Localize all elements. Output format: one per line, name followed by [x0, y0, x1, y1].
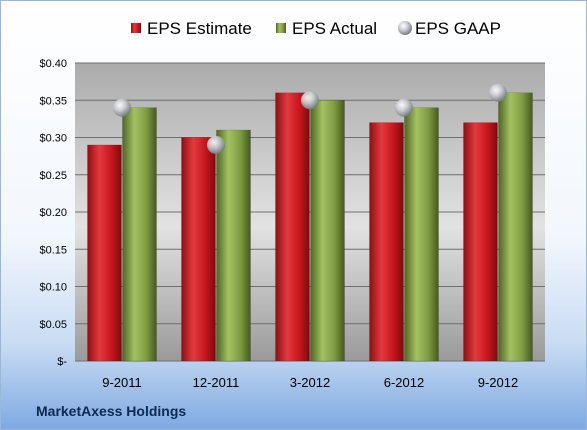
x-tick-label: 12-2011	[193, 375, 240, 390]
bar	[275, 92, 310, 362]
gaap-marker	[489, 83, 507, 102]
legend-swatch	[276, 23, 286, 33]
x-tick-label: 3-2012	[290, 375, 330, 390]
y-tick-label: $0.30	[39, 133, 67, 145]
bar	[216, 129, 251, 362]
y-tick-label: $-	[57, 356, 67, 368]
legend-label: EPS Estimate	[147, 19, 252, 38]
y-tick-label: $0.35	[39, 95, 67, 107]
bar	[498, 92, 533, 362]
legend-swatch	[131, 23, 141, 33]
x-tick-label: 9-2012	[478, 375, 518, 390]
gaap-marker	[207, 135, 225, 154]
bar	[122, 107, 157, 362]
y-tick-label: $0.15	[39, 244, 67, 256]
x-tick-label: 9-2011	[102, 375, 142, 390]
y-tick-label: $0.20	[39, 207, 67, 219]
y-tick-label: $0.05	[39, 319, 67, 331]
company-name: MarketAxess Holdings	[36, 403, 187, 419]
legend-marker	[398, 21, 412, 35]
bar	[369, 122, 404, 362]
bar	[87, 144, 122, 362]
y-tick-label: $0.25	[39, 170, 67, 182]
bar	[310, 100, 345, 362]
gaap-marker	[113, 98, 131, 117]
gaap-marker	[301, 91, 319, 110]
legend-label: EPS GAAP	[415, 19, 501, 38]
x-tick-label: 6-2012	[384, 375, 424, 390]
y-tick-label: $0.40	[39, 58, 67, 70]
legend-label: EPS Actual	[292, 19, 377, 38]
gaap-marker	[395, 98, 413, 117]
bar	[463, 122, 498, 362]
y-tick-label: $0.10	[39, 282, 67, 294]
bar	[181, 137, 216, 362]
bar	[404, 107, 439, 362]
